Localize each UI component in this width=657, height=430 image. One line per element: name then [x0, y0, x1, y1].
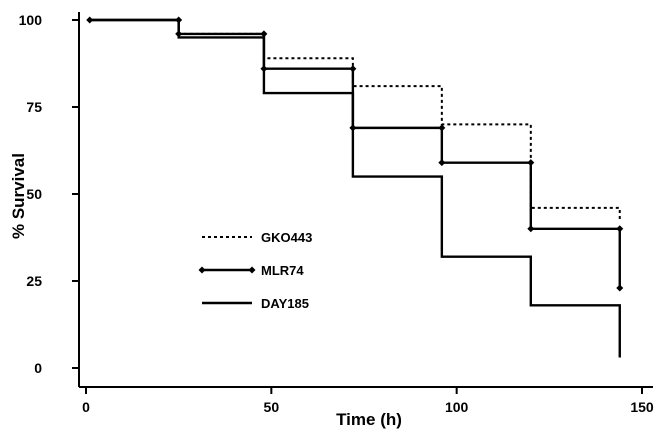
y-tick-label: 25: [26, 273, 42, 289]
legend-marker: [198, 266, 206, 274]
legend-item-day185: DAY185: [202, 296, 309, 311]
series-gko443: [89, 19, 621, 222]
series-layer: [86, 16, 624, 358]
series-line: [89, 18, 621, 288]
y-tick-label: 100: [19, 12, 43, 28]
data-point: [527, 225, 535, 233]
data-point: [438, 159, 446, 167]
series-mlr74: [86, 16, 624, 292]
y-axis-title: % Survival: [9, 153, 28, 239]
x-tick-label: 0: [82, 399, 90, 415]
data-point: [527, 159, 535, 167]
data-point: [260, 30, 268, 38]
data-point: [438, 124, 446, 132]
data-point: [349, 65, 357, 73]
x-tick-label: 150: [630, 399, 654, 415]
axes: 0 25 50 75 100 0 50 100 150: [19, 12, 654, 415]
legend-item-mlr74: MLR74: [198, 263, 304, 278]
y-tick-label: 75: [26, 99, 42, 115]
legend-label: GKO443: [261, 230, 312, 245]
legend-item-gko443: GKO443: [202, 230, 312, 245]
legend-marker: [248, 266, 256, 274]
x-tick-label: 100: [445, 399, 469, 415]
series-line: [89, 18, 621, 358]
legend-label: MLR74: [261, 263, 304, 278]
data-point: [616, 284, 624, 292]
legend-label: DAY185: [261, 296, 309, 311]
legend: GKO443 MLR74 DAY185: [198, 230, 312, 311]
y-tick-label: 0: [34, 360, 42, 376]
y-tick-label: 50: [26, 186, 42, 202]
x-tick-label: 50: [264, 399, 280, 415]
series-line: [89, 19, 621, 222]
data-point: [616, 225, 624, 233]
series-day185: [89, 18, 621, 358]
x-axis-title: Time (h): [336, 410, 402, 429]
